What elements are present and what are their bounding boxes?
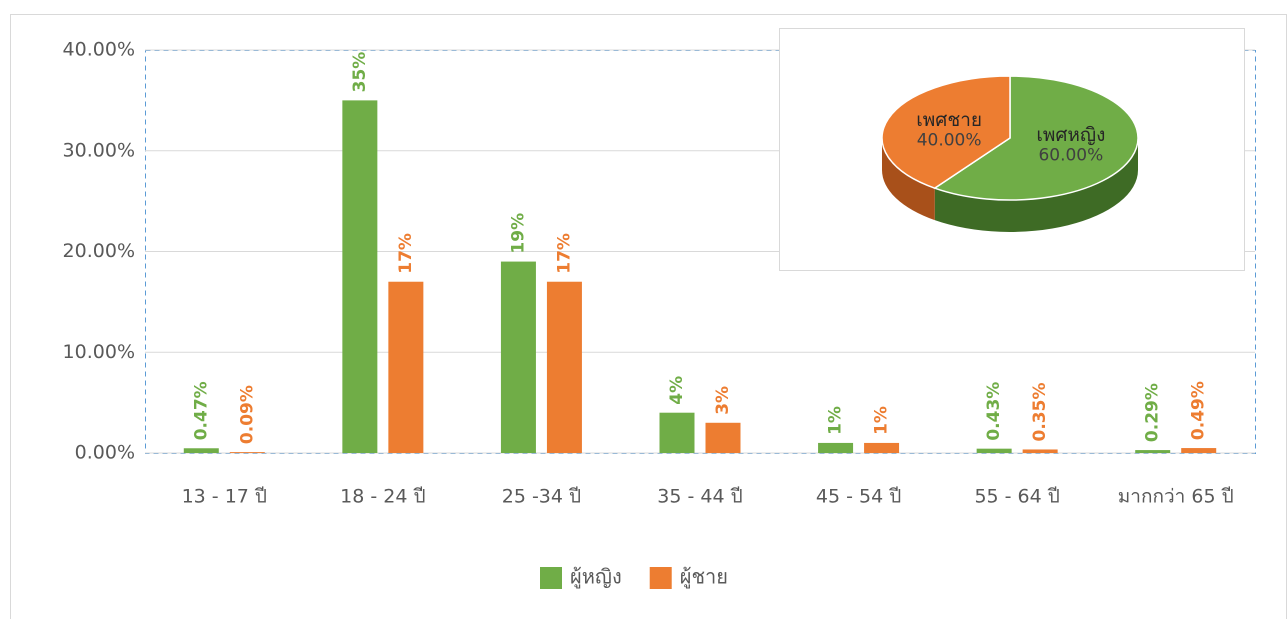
bar [546,281,582,453]
value-label: 0.09% [237,385,257,444]
legend-label: ผู้หญิง [570,565,622,590]
value-label: 0.29% [1143,383,1163,442]
x-tick-label: มากกว่า 65 ปี [1118,486,1234,508]
x-tick-label: 45 - 54 ปี [816,486,901,508]
bar [500,261,536,453]
x-tick-label: 25 -34 ปี [502,486,581,508]
value-label: 17% [396,233,416,274]
pie-label: เพศหญิง [1036,124,1105,146]
x-tick-label: 35 - 44 ปี [657,486,742,508]
y-tick-label: 30.00% [63,139,135,161]
value-label: 1% [826,406,846,435]
bar [1181,448,1217,453]
bar [388,281,424,453]
bar [1135,450,1171,453]
x-tick-label: 13 - 17 ปี [182,486,267,508]
bar [659,412,695,453]
value-label: 0.43% [984,382,1004,441]
pie-slice [933,75,1139,201]
legend-swatch [540,567,562,589]
bar [864,442,900,453]
pie-value-label: 40.00% [917,130,982,150]
value-label: 3% [713,386,733,415]
value-label: 17% [554,233,574,274]
pie-side [882,138,935,221]
bar [342,100,378,453]
pie-value-label: 60.00% [1038,146,1103,166]
legend-label: ผู้ชาย [680,565,728,590]
value-label: 0.49% [1189,381,1209,440]
bar [1022,449,1058,453]
y-tick-label: 10.00% [63,341,135,363]
value-label: 1% [872,406,892,435]
y-tick-label: 20.00% [63,240,135,262]
bar [705,422,741,453]
value-label: 4% [667,376,687,405]
value-label: 35% [350,52,370,93]
bar [229,452,265,453]
bar [818,442,854,453]
pie-side [934,138,1138,232]
y-tick-label: 0.00% [75,442,135,464]
value-label: 0.47% [191,381,211,440]
legend-swatch [649,567,672,589]
x-tick-label: 55 - 64 ปี [974,486,1059,508]
pie-label: เพศชาย [916,109,982,131]
pie-slice [881,75,1011,189]
bar [976,448,1012,453]
bar [183,448,219,453]
value-label: 0.35% [1030,382,1050,441]
value-label: 19% [508,213,528,254]
y-tick-label: 40.00% [63,39,135,61]
x-tick-label: 18 - 24 ปี [340,486,425,508]
